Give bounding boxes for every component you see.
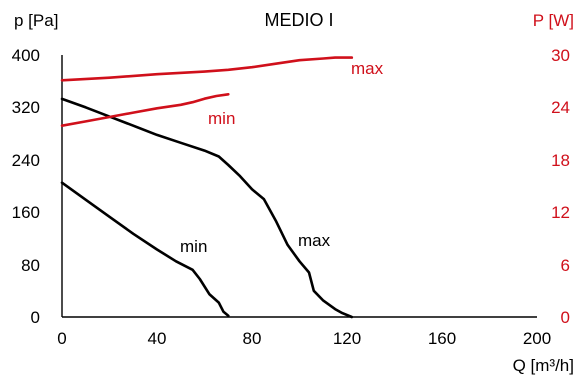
y-right-tick-label-5: 30 [551,46,570,65]
x-tick-label-3: 120 [333,329,361,348]
y-left-tick-label-5: 400 [12,46,40,65]
pressure-curve-max [60,97,354,319]
power-curve-max [60,56,354,82]
y-right-tick-label-0: 0 [561,308,570,327]
y-left-tick-label-2: 160 [12,203,40,222]
y-left-tick-label-4: 320 [12,98,40,117]
y-left-tick-label-1: 80 [21,256,40,275]
y-left-axis-label: p [Pa] [14,11,58,30]
power-curve-min [60,93,230,127]
y-right-tick-labels: 0 6 12 18 24 30 [551,46,570,327]
x-tick-label-1: 40 [148,329,167,348]
y-right-tick-label-1: 6 [561,256,570,275]
y-left-tick-labels: 0 80 160 240 320 400 [12,46,40,327]
y-left-tick-label-0: 0 [31,308,40,327]
pressure-curve-max-label: max [298,231,331,250]
chart-title: MEDIO I [264,10,333,30]
y-left-tick-label-3: 240 [12,151,40,170]
pressure-curve-min-label: min [180,237,207,256]
pressure-curve-min [60,181,230,317]
x-tick-label-4: 160 [428,329,456,348]
power-curve-min-label: min [208,109,235,128]
x-tick-label-2: 80 [243,329,262,348]
y-right-tick-label-4: 24 [551,98,570,117]
y-right-axis-label: P [W] [533,11,574,30]
x-tick-labels: 0 40 80 120 160 200 [57,329,551,348]
y-right-tick-label-3: 18 [551,151,570,170]
y-right-tick-label-2: 12 [551,203,570,222]
power-curve-max-label: max [351,59,384,78]
x-tick-label-0: 0 [57,329,66,348]
x-axis-label: Q [m³/h] [513,356,574,375]
x-tick-label-5: 200 [523,329,551,348]
